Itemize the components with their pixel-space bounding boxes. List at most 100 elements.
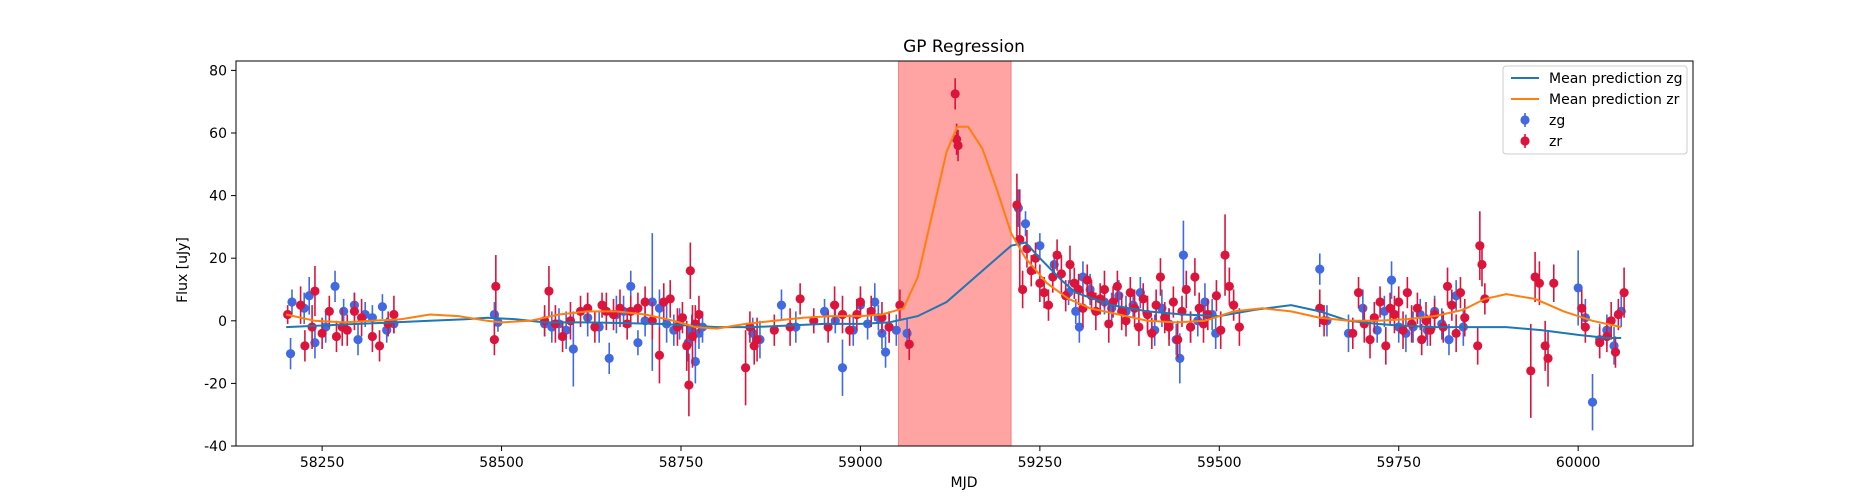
point-zr <box>1447 300 1457 310</box>
point-zr <box>1035 278 1045 288</box>
point-zg <box>1035 241 1045 251</box>
point-zg <box>353 334 363 345</box>
point-zg <box>902 328 912 338</box>
point-zr <box>1402 288 1412 298</box>
point-zr <box>1151 300 1161 310</box>
point-zg <box>330 281 340 291</box>
point-zr <box>1526 366 1536 376</box>
point-zg <box>1386 275 1397 285</box>
y-axis-label: Flux [uJy] <box>175 237 191 303</box>
point-zr <box>795 294 805 304</box>
point-zr <box>682 341 692 351</box>
point-zr <box>1015 234 1025 245</box>
point-zg <box>1573 283 1583 293</box>
point-zg <box>1071 306 1081 317</box>
point-zr <box>565 316 576 326</box>
point-zr <box>1082 275 1092 285</box>
point-zr <box>904 339 914 349</box>
point-zr <box>1534 278 1545 288</box>
point-zr <box>633 303 643 313</box>
point-zr <box>1194 303 1204 313</box>
legend-label-0: Mean prediction zg <box>1549 71 1683 87</box>
point-zr <box>677 313 688 323</box>
point-zr <box>1455 288 1466 298</box>
y-tick-label: 40 <box>209 189 227 205</box>
point-zg <box>1020 219 1031 229</box>
y-tick-label: 80 <box>209 63 227 79</box>
axes-frame <box>235 60 1694 447</box>
y-tick-label: 60 <box>209 126 227 142</box>
point-zr <box>1043 300 1054 310</box>
y-tick-label: -20 <box>204 376 227 392</box>
point-zr <box>310 286 320 296</box>
point-zr <box>1543 353 1553 363</box>
point-zg <box>1178 250 1189 260</box>
point-zr <box>950 89 960 99</box>
point-zr <box>1348 328 1358 338</box>
y-tick-label: -40 <box>204 439 227 455</box>
legend-label-3: zr <box>1549 134 1562 150</box>
y-tick-label: 0 <box>218 314 227 330</box>
point-zg <box>1444 334 1454 345</box>
plot-area: 58250 58500 58750 59000 59250 59500 59750 60000… <box>204 60 1694 471</box>
point-zr <box>866 306 876 317</box>
chart-title: GP Regression <box>903 37 1025 57</box>
point-zr <box>684 380 694 390</box>
point-zr <box>1353 288 1364 298</box>
point-zr <box>349 306 360 317</box>
point-zg <box>1587 397 1598 407</box>
point-zr <box>1412 303 1422 313</box>
point-zr <box>489 334 499 345</box>
point-zr <box>1580 322 1590 332</box>
point-zr <box>685 266 695 276</box>
point-zr <box>295 300 306 310</box>
y-tick-label: 20 <box>209 251 227 267</box>
point-zr <box>1155 272 1166 282</box>
point-zr <box>845 325 855 335</box>
point-zg <box>1315 264 1325 274</box>
series-zr <box>283 78 1629 418</box>
point-zg <box>1358 303 1368 313</box>
point-zr <box>855 297 866 307</box>
point-zg <box>776 300 787 310</box>
x-tick-label: 58750 <box>659 455 704 471</box>
point-zr <box>837 309 848 320</box>
point-zg <box>604 353 614 363</box>
point-zr <box>1389 309 1400 320</box>
point-zr <box>1190 272 1200 282</box>
point-zr <box>1220 250 1230 260</box>
point-zr <box>1099 284 1110 295</box>
point-zr <box>752 334 762 345</box>
point-zr <box>300 341 310 351</box>
point-zr <box>895 300 905 310</box>
point-zr <box>1065 259 1075 270</box>
point-zr <box>1381 341 1391 351</box>
point-zg <box>285 349 296 359</box>
point-zr <box>1602 331 1612 342</box>
x-tick-label: 60000 <box>1556 455 1601 471</box>
point-zr <box>1211 291 1222 301</box>
point-zg <box>891 325 901 335</box>
point-zr <box>884 322 894 332</box>
point-zr <box>1365 334 1375 345</box>
point-zr <box>1398 325 1408 335</box>
point-zr <box>1181 284 1191 295</box>
point-zr <box>1613 309 1623 320</box>
point-zr <box>1134 322 1144 332</box>
point-zr <box>1460 313 1470 323</box>
point-zr <box>1112 281 1122 291</box>
point-zg <box>568 344 578 354</box>
point-zr <box>809 316 819 326</box>
point-zr <box>1203 309 1213 320</box>
point-zr <box>317 328 327 338</box>
point-zr <box>1394 297 1404 307</box>
point-zr <box>1577 303 1587 313</box>
point-zr <box>1595 338 1605 348</box>
point-zr <box>665 294 675 304</box>
point-zr <box>1147 328 1157 338</box>
point-zr <box>1104 319 1114 329</box>
point-zr <box>1619 288 1629 298</box>
point-zg <box>1074 322 1084 332</box>
point-zr <box>1138 294 1148 304</box>
